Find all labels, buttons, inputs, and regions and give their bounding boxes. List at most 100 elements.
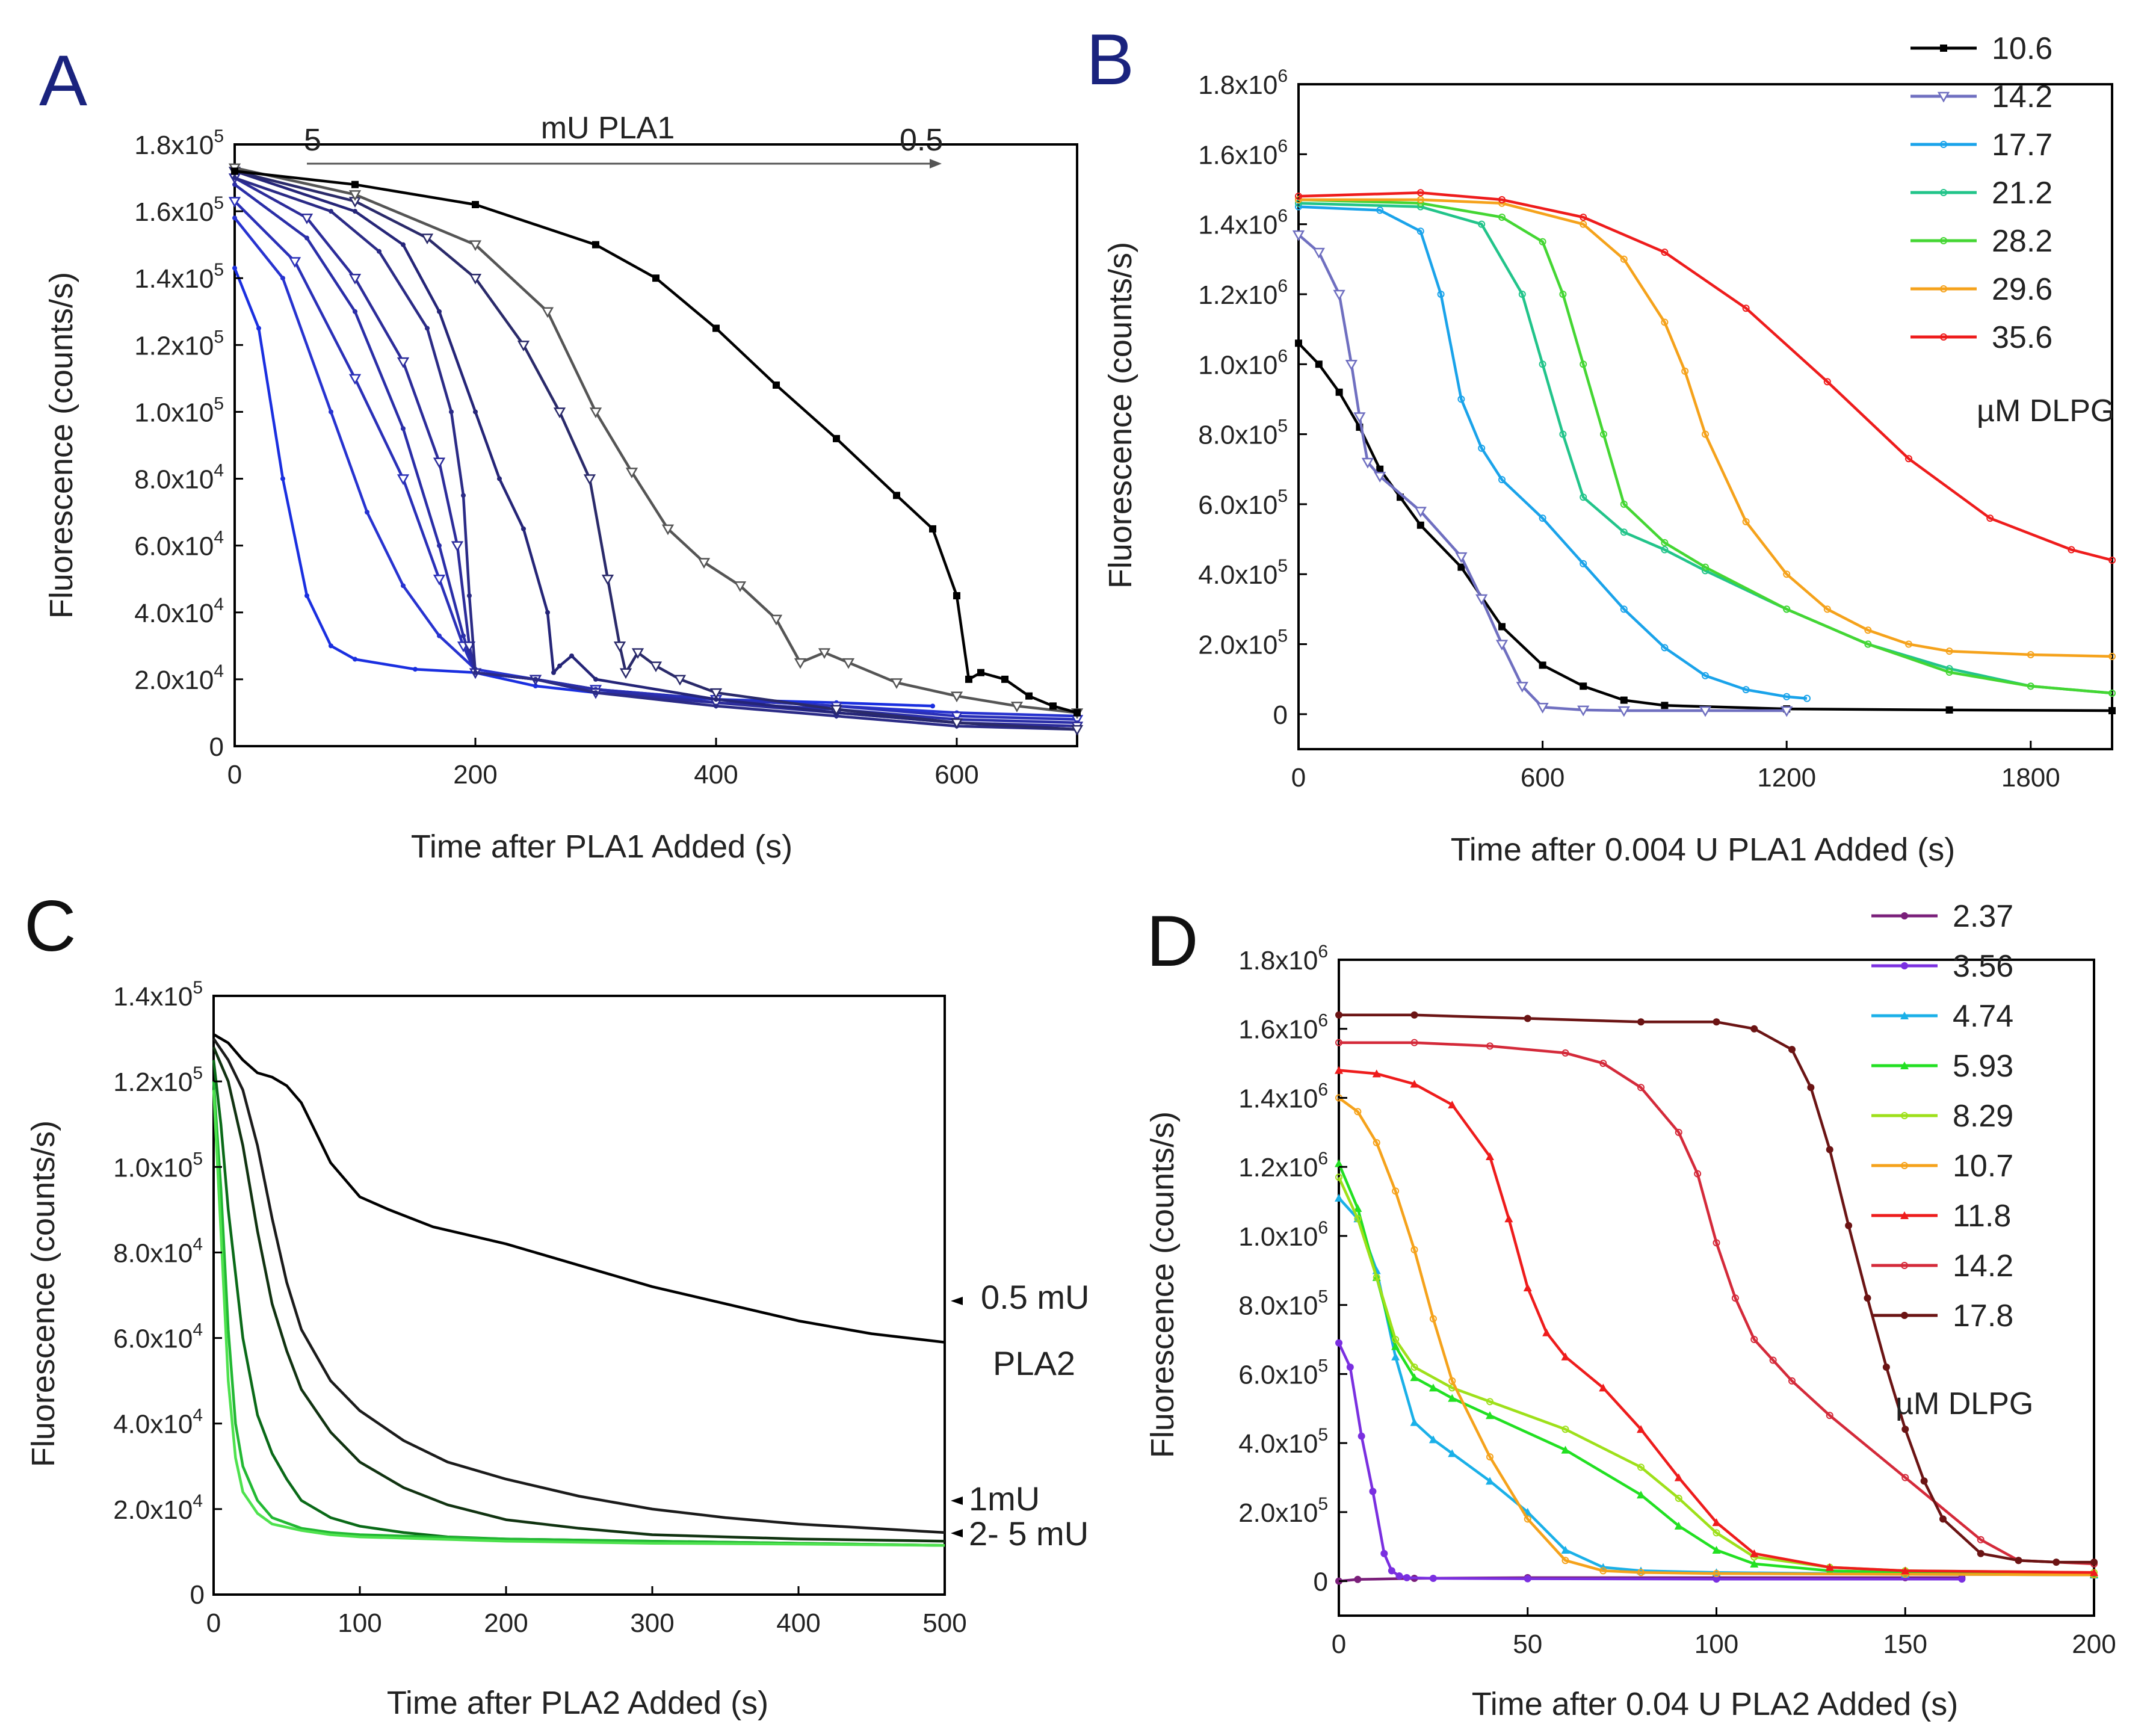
panel-a-point-9-2 bbox=[472, 201, 479, 208]
panel-a-point-7-2 bbox=[421, 233, 434, 245]
panel-d-xlabel: Time after 0.04 U PLA2 Added (s) bbox=[1472, 1686, 1958, 1722]
panel-d-point-6-9 bbox=[1599, 1383, 1608, 1392]
panel-a-ytick-label-3: 6.0x104​ bbox=[134, 528, 224, 561]
panel-d-point-7-15 bbox=[1977, 1536, 1985, 1543]
panel-d-point-7-9 bbox=[1731, 1294, 1739, 1302]
panel-d-point-8-1 bbox=[1410, 1011, 1418, 1019]
panel-a-point-6-6 bbox=[521, 526, 526, 531]
panel-a-point-5-9 bbox=[593, 690, 598, 696]
panel-a-dose-arrowhead bbox=[930, 159, 942, 168]
panel-b-point-5-10 bbox=[1823, 605, 1831, 613]
panel-a-series-line-1 bbox=[233, 217, 1078, 718]
panel-a-point-9-14 bbox=[1025, 692, 1033, 700]
panel-a-point-5-1 bbox=[329, 209, 333, 214]
panel-d-ytick-label-0: 0 bbox=[1314, 1568, 1328, 1597]
panel-b-point-0-10 bbox=[1580, 682, 1587, 690]
panel-a-point-1-4 bbox=[401, 583, 406, 588]
panel-a-point-1-1 bbox=[280, 276, 285, 281]
panel-a-point-6-5 bbox=[497, 476, 502, 481]
panel-c-series-line-3 bbox=[212, 1060, 945, 1547]
panel-b-legend-marker-5 bbox=[1940, 285, 1947, 292]
panel-d-point-1-9 bbox=[1524, 1575, 1531, 1583]
panel-d-ytick-label-5: 1.0x106​ bbox=[1238, 1218, 1328, 1252]
panel-a-point-0-8 bbox=[533, 684, 538, 688]
panel-d-point-6-3 bbox=[1448, 1100, 1457, 1108]
panel-a-ytick-label-7: 1.4x105​ bbox=[134, 260, 224, 294]
panel-d-legend-marker-8 bbox=[1901, 1312, 1908, 1319]
panel-d-point-8-4 bbox=[1713, 1018, 1720, 1026]
panel-d-point-2-0 bbox=[1335, 1193, 1343, 1202]
panel-b-ytick-label-4: 8.0x105​ bbox=[1198, 416, 1288, 450]
panel-b-xticks: 0 600 1200 1800 bbox=[1291, 741, 2060, 792]
panel-c-series-4 bbox=[212, 1081, 945, 1547]
panel-d-point-4-2 bbox=[1373, 1273, 1380, 1281]
panel-d-point-4-10 bbox=[1713, 1529, 1720, 1537]
panel-d-point-6-16 bbox=[2090, 1568, 2098, 1577]
panel-d-point-1-4 bbox=[1380, 1549, 1388, 1557]
panel-d-point-3-7 bbox=[1486, 1411, 1494, 1419]
panel-b-point-4-6 bbox=[1600, 430, 1607, 438]
panel-a-point-9-0 bbox=[231, 167, 238, 175]
panel-a-point-8-14 bbox=[950, 691, 963, 703]
panel-a-point-7-15 bbox=[950, 718, 963, 729]
panel-b-point-3-8 bbox=[1661, 546, 1669, 554]
panel-d-point-8-17 bbox=[2053, 1558, 2060, 1566]
panel-b-point-2-13 bbox=[1783, 693, 1791, 700]
panel-a-point-0-0 bbox=[232, 265, 237, 271]
panel-d-point-1-5 bbox=[1388, 1567, 1395, 1575]
panel-d-point-8-7 bbox=[1807, 1084, 1815, 1092]
panel-d-point-8-13 bbox=[1920, 1477, 1928, 1485]
panel-a-series-line-9 bbox=[234, 170, 1078, 714]
panel-d-point-1-0 bbox=[1335, 1339, 1342, 1347]
panel-d-point-4-0 bbox=[1335, 1173, 1342, 1181]
panel-c-arrow-0-5 bbox=[951, 1297, 963, 1305]
panel-a-frame bbox=[233, 143, 1078, 747]
panel-b-ytick-label-6: 1.2x106​ bbox=[1198, 276, 1288, 310]
panel-a-point-8-7 bbox=[697, 558, 711, 569]
panel-a-point-9-11 bbox=[965, 675, 972, 683]
panel-a-point-6-7 bbox=[545, 610, 550, 615]
panel-b-legend: 10.6 14.2 17.7 21.2 28.2 29.6 35.6 bbox=[1910, 31, 2053, 355]
panel-d-point-8-10 bbox=[1864, 1294, 1871, 1302]
panel-d-label: D bbox=[1146, 901, 1199, 981]
panel-d-point-1-6 bbox=[1395, 1572, 1403, 1580]
panel-d-point-4-6 bbox=[1486, 1398, 1493, 1406]
panel-b-xlabel: Time after 0.004 U PLA1 Added (s) bbox=[1451, 832, 1955, 868]
panel-a-point-7-12 bbox=[673, 675, 687, 686]
panel-d-point-5-7 bbox=[1486, 1453, 1493, 1461]
panel-d-point-6-10 bbox=[1637, 1425, 1645, 1433]
panel-d-point-7-8 bbox=[1713, 1239, 1720, 1247]
panel-d-point-7-14 bbox=[1901, 1474, 1909, 1481]
panel-b-point-0-2 bbox=[1335, 388, 1343, 396]
panel-a-point-9-3 bbox=[592, 241, 599, 249]
panel-a-point-0-4 bbox=[329, 643, 333, 649]
panel-c-ytick-zero: 0 bbox=[190, 1580, 205, 1610]
panel-a-point-6-2 bbox=[401, 242, 406, 247]
panel-d-point-5-5 bbox=[1429, 1315, 1437, 1323]
panel-d-point-3-12 bbox=[1750, 1559, 1759, 1568]
panel-d-point-1-3 bbox=[1369, 1487, 1377, 1495]
panel-a-point-7-7 bbox=[601, 574, 614, 585]
panel-c-series-line-0 bbox=[212, 1033, 945, 1344]
panel-d-legend-marker-7 bbox=[1901, 1262, 1908, 1269]
panel-b-point-5-14 bbox=[2027, 650, 2034, 658]
panel-a-point-2-1 bbox=[288, 257, 301, 268]
panel-b-point-2-5 bbox=[1478, 444, 1486, 452]
panel-d-series-line-1 bbox=[1337, 1342, 1962, 1581]
panel-c-ann-pla2: PLA2 bbox=[993, 1344, 1075, 1382]
panel-c-series-1 bbox=[212, 1037, 945, 1534]
panel-c-arrow-1 bbox=[951, 1497, 963, 1505]
panel-b-series-line-3 bbox=[1298, 202, 2113, 695]
panel-a-series-line-0 bbox=[233, 267, 933, 708]
panel-b-point-1-16 bbox=[1781, 706, 1793, 717]
panel-c-yticks: 2.0x104​ 4.0x104​ 6.0x104​ 8.0x104​ 1.0x105​… bbox=[113, 978, 222, 1525]
panel-c-series-line-4 bbox=[212, 1081, 945, 1547]
panel-c-xtick-label-3: 300 bbox=[630, 1608, 674, 1638]
panel-d-point-6-8 bbox=[1561, 1352, 1570, 1361]
panel-a-point-8-1 bbox=[348, 190, 362, 201]
panel-a-point-6-10 bbox=[569, 653, 574, 658]
panel-d-point-1-7 bbox=[1403, 1574, 1410, 1581]
panel-a-label: A bbox=[39, 40, 87, 121]
panel-c: C 0 100 200 300 400 500 2.0x104​ 4.0x104​ 6.0x1… bbox=[24, 886, 1090, 1721]
panel-b-legend-marker-6 bbox=[1940, 333, 1947, 341]
